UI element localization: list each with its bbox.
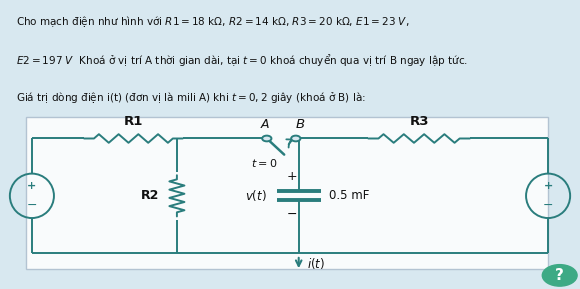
Text: R2: R2 xyxy=(141,189,160,202)
Text: −: − xyxy=(543,199,553,212)
Text: $i(t)$: $i(t)$ xyxy=(307,255,325,271)
Text: $B$: $B$ xyxy=(295,118,306,131)
Text: $t = 0$: $t = 0$ xyxy=(251,157,277,169)
Circle shape xyxy=(262,136,271,141)
Text: $A$: $A$ xyxy=(260,118,271,131)
Circle shape xyxy=(291,136,300,141)
Text: Giá trị dòng điện i(t) (đơn vị là mili A) khi $t = 0, 2$ giây (khoá ở B) là:: Giá trị dòng điện i(t) (đơn vị là mili A… xyxy=(16,90,366,105)
Circle shape xyxy=(542,265,577,286)
Text: −: − xyxy=(27,199,37,212)
Text: +: + xyxy=(543,181,553,192)
Text: $v(t)$: $v(t)$ xyxy=(245,188,267,203)
Text: −: − xyxy=(287,208,297,221)
Text: +: + xyxy=(287,170,297,183)
Text: R1: R1 xyxy=(124,115,143,128)
Text: +: + xyxy=(27,181,37,192)
Text: 0.5 mF: 0.5 mF xyxy=(329,189,369,202)
Text: Cho mạch điện như hình với $R1 = 18$ k$\Omega$, $R2 = 14$ k$\Omega$, $R3 = 20$ k: Cho mạch điện như hình với $R1 = 18$ k$\… xyxy=(16,14,409,29)
FancyBboxPatch shape xyxy=(26,117,548,269)
Text: $E2 = 197$ $V$  Khoá ở vị trí A thời gian dài, tại $t = 0$ khoá chuyển qua vị tr: $E2 = 197$ $V$ Khoá ở vị trí A thời gian… xyxy=(16,52,469,68)
Text: R3: R3 xyxy=(409,115,429,128)
Text: ?: ? xyxy=(555,268,564,283)
